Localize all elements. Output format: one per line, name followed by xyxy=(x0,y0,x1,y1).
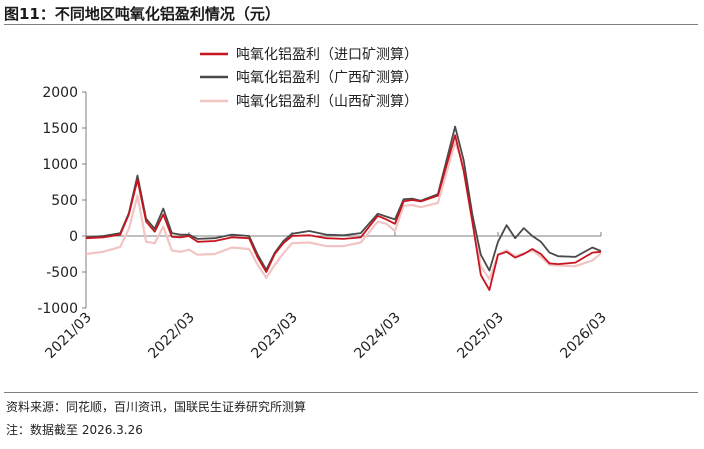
chart-series xyxy=(85,125,602,291)
x-tick-label: 2023/03 xyxy=(248,310,300,362)
y-tick-label: -1000 xyxy=(37,301,78,317)
x-tick-label: 2025/03 xyxy=(454,310,506,362)
chart-legend: 吨氧化铝盈利（进口矿测算） 吨氧化铝盈利（广西矿测算） 吨氧化铝盈利（山西矿测算） xyxy=(200,47,418,110)
data-cutoff-note: 注：数据截至 2026.3.26 xyxy=(6,423,143,437)
x-tick-label: 2024/03 xyxy=(351,310,403,362)
y-tick-label: 0 xyxy=(69,229,78,245)
series-line-2 xyxy=(85,141,602,281)
y-tick-label: 2000 xyxy=(42,85,78,101)
series-line-1 xyxy=(85,125,602,272)
x-tick-label: 2022/03 xyxy=(145,310,197,362)
legend-label-1: 吨氧化铝盈利（广西矿测算） xyxy=(236,70,418,86)
x-tick-label: 2021/03 xyxy=(42,310,94,362)
y-tick-label: -500 xyxy=(46,265,78,281)
line-chart: -1000 -500 0 500 1000 1500 2000 2021/03 2022/03 2… xyxy=(37,47,610,362)
figure-title: 图11：不同地区吨氧化铝盈利情况（元） xyxy=(4,5,280,23)
legend-label-0: 吨氧化铝盈利（进口矿测算） xyxy=(236,47,418,63)
source-divider xyxy=(4,392,698,393)
source-note: 资料来源：同花顺，百川资讯，国联民生证券研究所测算 xyxy=(6,400,307,414)
title-divider xyxy=(4,24,698,25)
y-tick-label: 1500 xyxy=(42,121,78,137)
y-tick-label: 1000 xyxy=(42,157,78,173)
series-line-0 xyxy=(85,134,602,291)
x-tick-label: 2026/03 xyxy=(557,310,609,362)
chart-axes: -1000 -500 0 500 1000 1500 2000 2021/03 2022/03 2… xyxy=(37,85,610,362)
y-tick-label: 500 xyxy=(51,193,78,209)
legend-label-2: 吨氧化铝盈利（山西矿测算） xyxy=(236,94,418,110)
